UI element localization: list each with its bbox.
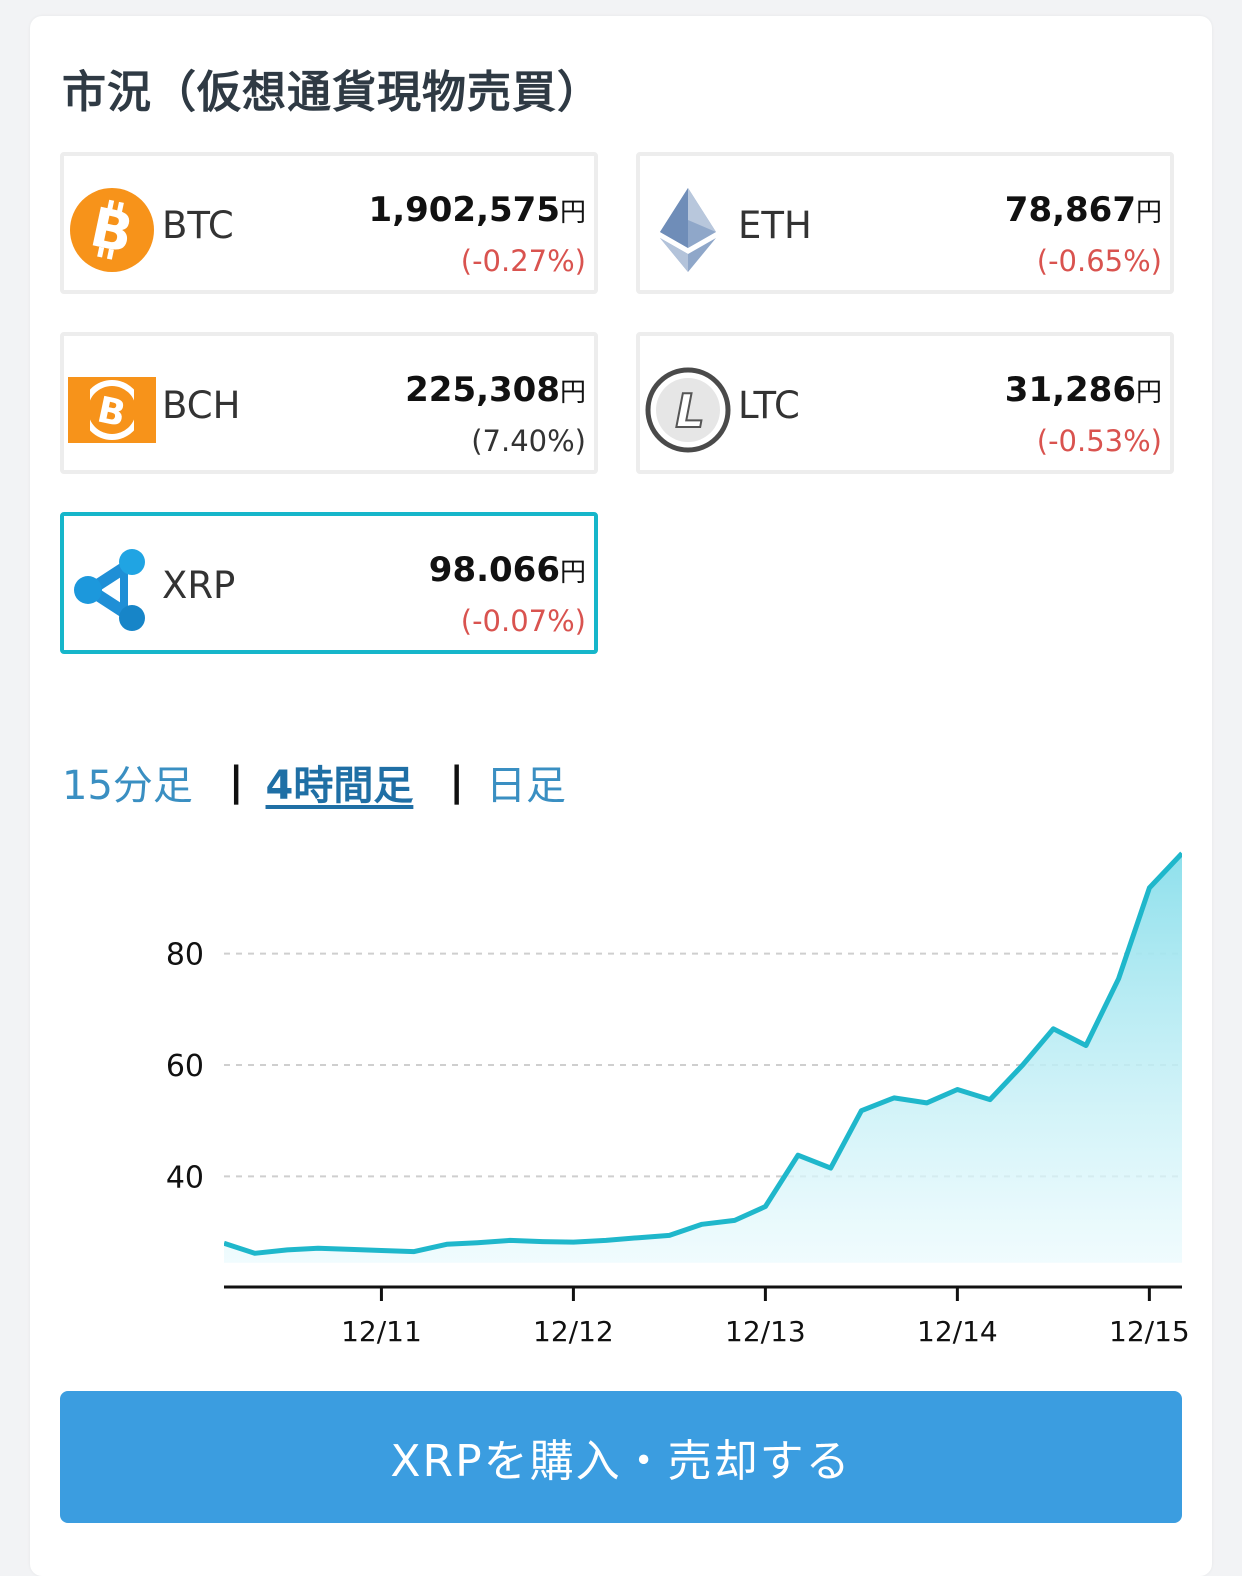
coin-symbol: LTC xyxy=(738,384,800,427)
tab-separator: | xyxy=(228,759,244,805)
coin-price: 225,308円 xyxy=(405,370,586,410)
svg-text:L: L xyxy=(675,384,704,438)
x-tick-label: 12/14 xyxy=(917,1315,998,1348)
bitcoin-cash-icon: B xyxy=(68,366,156,454)
coin-change: (-0.65%) xyxy=(1036,244,1162,278)
x-tick-label: 12/11 xyxy=(341,1315,422,1348)
page-title: 市況（仮想通貨現物売買） xyxy=(62,67,602,118)
price-chart: 40 60 80 12/11 12/12 12/13 12/14 12/15 xyxy=(166,851,1190,1348)
y-tick-label: 40 xyxy=(166,1160,204,1195)
price-line xyxy=(224,851,1182,1256)
coin-tile-ltc[interactable]: L LTC 31,286円 (-0.53%) xyxy=(636,332,1174,474)
x-tick-label: 12/15 xyxy=(1109,1315,1190,1348)
tab-daily[interactable]: 日足 xyxy=(485,763,566,809)
buy-sell-button[interactable]: XRPを購入・売却する xyxy=(60,1391,1182,1523)
y-tick-label: 80 xyxy=(166,938,204,973)
price-area xyxy=(224,853,1182,1263)
coin-symbol: XRP xyxy=(162,564,236,607)
coin-price: 78,867円 xyxy=(1004,190,1162,230)
coin-tile-btc[interactable]: B BTC 1,902,575円 (-0.27%) xyxy=(60,152,598,294)
ethereum-icon xyxy=(644,186,732,274)
x-tick-label: 12/12 xyxy=(533,1315,614,1348)
y-tick-label: 60 xyxy=(166,1049,204,1084)
coin-tile-xrp[interactable]: XRP 98.066円 (-0.07%) xyxy=(60,512,598,654)
coin-symbol: BCH xyxy=(162,384,241,427)
tab-4hour[interactable]: 4時間足 xyxy=(265,763,414,809)
coin-price: 98.066円 xyxy=(428,550,586,590)
tab-separator: | xyxy=(449,759,464,805)
coin-change: (-0.53%) xyxy=(1036,424,1162,458)
coin-price: 1,902,575円 xyxy=(368,190,586,230)
bitcoin-icon: B xyxy=(68,186,156,274)
timeframe-tabs: 15分足 | 4時間足 | 日足 xyxy=(62,752,566,812)
litecoin-icon: L xyxy=(644,366,732,454)
coin-change: (-0.07%) xyxy=(460,604,586,638)
x-tick-label: 12/13 xyxy=(725,1315,806,1348)
ripple-icon xyxy=(68,546,156,634)
coin-change: (7.40%) xyxy=(471,424,586,458)
coin-symbol: BTC xyxy=(162,204,234,247)
tab-15min[interactable]: 15分足 xyxy=(62,763,193,809)
coin-price: 31,286円 xyxy=(1004,370,1162,410)
coin-change: (-0.27%) xyxy=(460,244,586,278)
coin-tile-bch[interactable]: B BCH 225,308円 (7.40%) xyxy=(60,332,598,474)
coin-symbol: ETH xyxy=(738,204,812,247)
coin-tile-eth[interactable]: ETH 78,867円 (-0.65%) xyxy=(636,152,1174,294)
